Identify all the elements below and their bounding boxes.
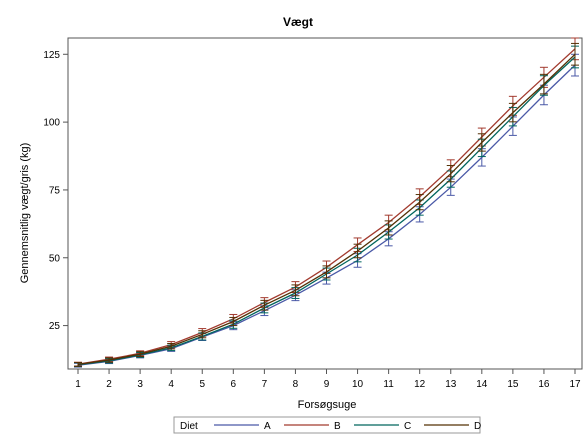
legend: Diet A B C D bbox=[173, 416, 481, 434]
legend-label: C bbox=[404, 421, 411, 432]
x-tick-label: 3 bbox=[137, 379, 143, 390]
y-tick-label: 100 bbox=[43, 118, 60, 129]
x-tick-label: 11 bbox=[383, 379, 394, 390]
x-axis-label: Forsøgsuge bbox=[298, 399, 357, 411]
series-layer bbox=[74, 37, 579, 368]
y-tick-label: 50 bbox=[49, 253, 61, 264]
series-d bbox=[74, 42, 579, 367]
x-tick-label: 9 bbox=[324, 379, 330, 390]
chart-title: Vægt bbox=[283, 15, 313, 29]
x-tick-label: 4 bbox=[168, 379, 174, 390]
y-tick-label: 125 bbox=[43, 50, 60, 61]
plot-area-frame bbox=[67, 37, 583, 370]
x-tick-label: 16 bbox=[538, 379, 550, 390]
y-tick-label: 25 bbox=[49, 321, 61, 332]
y-axis-label: Gennemsnitlig vægt/gris (kg) bbox=[19, 143, 31, 284]
x-tick-label: 6 bbox=[231, 379, 237, 390]
x-tick-label: 17 bbox=[569, 379, 581, 390]
x-tick-label: 14 bbox=[476, 379, 488, 390]
legend-items: A B C D bbox=[214, 421, 481, 432]
x-tick-label: 7 bbox=[262, 379, 268, 390]
x-tick-label: 2 bbox=[106, 379, 112, 390]
legend-label: B bbox=[334, 421, 341, 432]
x-tick-label: 15 bbox=[507, 379, 519, 390]
series-line bbox=[77, 53, 576, 366]
legend-label: A bbox=[264, 421, 271, 432]
x-axis: 1 2 3 4 5 6 7 8 9 10 11 12 13 14 15 16 17 bbox=[75, 369, 581, 390]
legend-title: Diet bbox=[180, 421, 198, 432]
x-tick-label: 13 bbox=[445, 379, 457, 390]
x-tick-label: 5 bbox=[199, 379, 205, 390]
y-tick-label: 75 bbox=[49, 185, 61, 196]
x-tick-label: 1 bbox=[75, 379, 81, 390]
legend-label: D bbox=[474, 421, 481, 432]
x-tick-label: 10 bbox=[352, 379, 364, 390]
x-tick-label: 8 bbox=[293, 379, 299, 390]
y-axis: 25 50 75 100 125 bbox=[43, 50, 68, 332]
x-tick-label: 12 bbox=[414, 379, 426, 390]
